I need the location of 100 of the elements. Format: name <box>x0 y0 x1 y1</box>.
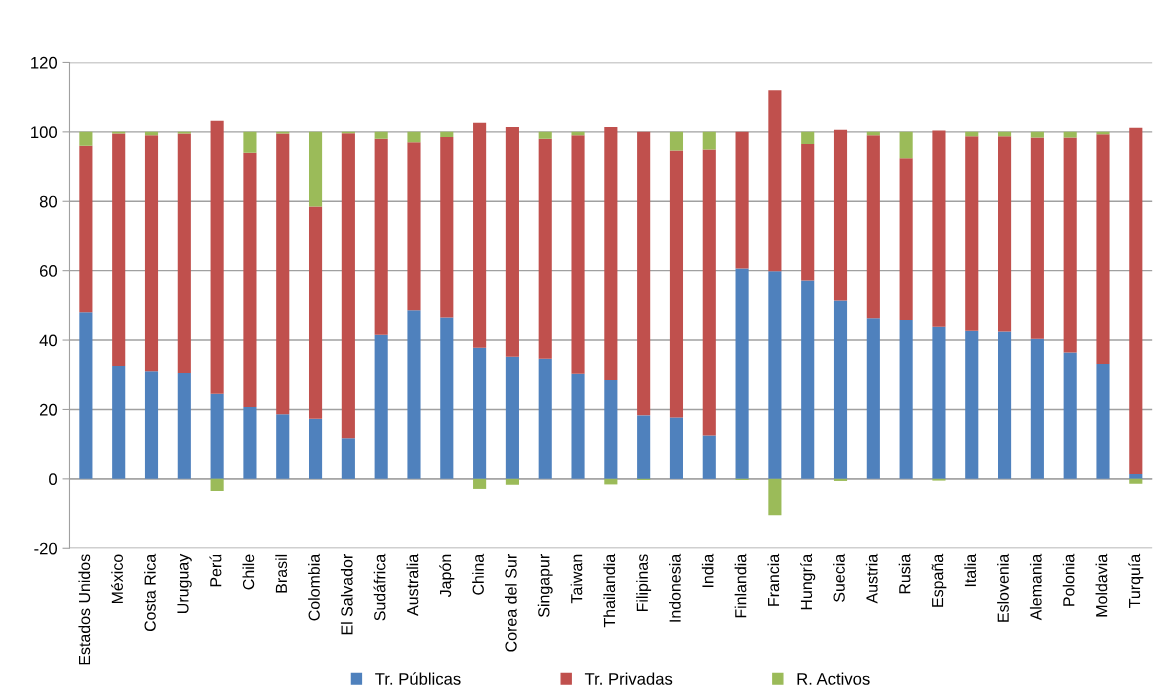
bar <box>440 137 454 318</box>
bar <box>210 393 224 479</box>
y-tick-label: 40 <box>39 334 58 347</box>
bar <box>604 127 618 380</box>
bar <box>571 135 585 374</box>
bar <box>407 310 421 479</box>
bar <box>177 133 191 374</box>
bar <box>1129 478 1143 484</box>
bar <box>505 478 519 485</box>
x-tick-label: Brasil <box>275 554 288 593</box>
bar <box>144 135 159 372</box>
y-tick-label: 20 <box>39 403 58 416</box>
bar <box>637 415 651 479</box>
x-tick-label: India <box>701 553 714 587</box>
x-tick-label: Perú <box>209 554 222 587</box>
bar <box>1096 364 1110 479</box>
bar <box>932 326 946 479</box>
bar <box>243 152 257 408</box>
x-tick-label: Alemania <box>1029 553 1042 621</box>
x-tick-label: Sudáfrica <box>373 553 386 621</box>
bar <box>341 438 355 479</box>
bar <box>177 373 191 479</box>
bar <box>473 122 487 348</box>
x-tick-label: México <box>111 554 123 604</box>
bar <box>702 435 716 479</box>
x-tick-label: Austria <box>865 553 878 604</box>
x-tick-label: China <box>472 553 484 595</box>
bar <box>538 131 552 139</box>
x-tick-label: Singapur <box>537 554 553 618</box>
bar <box>1129 127 1143 474</box>
x-tick-label: Corea del Sur <box>504 554 517 652</box>
x-tick-label: Eslovenia <box>997 553 1009 622</box>
bar <box>965 330 979 479</box>
x-tick-label: Suecia <box>833 553 845 602</box>
bar <box>735 131 749 269</box>
x-tick-label: Thailandia <box>603 553 616 628</box>
bar <box>374 334 388 479</box>
bar <box>637 131 651 416</box>
legend-label: Tr. Públicas <box>375 672 461 685</box>
x-tick-label: Hungría <box>800 553 816 610</box>
y-tick-label: 120 <box>31 56 58 69</box>
x-tick-label: Colombia <box>308 553 320 621</box>
bar <box>998 136 1012 332</box>
x-tick-label: Uruguay <box>177 553 192 613</box>
legend-label: Tr. Privadas <box>584 672 673 685</box>
bar <box>866 135 880 319</box>
bar <box>308 131 323 207</box>
bar <box>932 130 946 327</box>
x-tick-label: Moldavia <box>1095 553 1108 617</box>
bar <box>998 331 1012 479</box>
bar <box>473 478 487 489</box>
bar <box>407 131 421 143</box>
x-tick-label: Australia <box>406 553 419 616</box>
x-tick-label: Polonia <box>1062 553 1075 606</box>
bar <box>79 131 93 146</box>
bar <box>899 158 913 320</box>
bar <box>801 280 815 479</box>
bar <box>308 418 323 479</box>
x-tick-label: Francia <box>767 553 780 606</box>
bar <box>833 478 848 481</box>
x-tick-label: El Salvador <box>340 554 353 635</box>
bar <box>79 145 93 313</box>
bar <box>768 271 782 479</box>
bar <box>669 150 684 418</box>
x-tick-label: Finlandia <box>734 553 747 618</box>
bar <box>473 347 487 479</box>
bar <box>1129 474 1143 479</box>
legend-label: R. Activos <box>797 672 870 685</box>
bar <box>276 414 290 479</box>
bar <box>768 478 782 516</box>
bar <box>112 366 126 479</box>
y-tick-label: -20 <box>34 542 58 555</box>
bar <box>735 268 749 479</box>
bar <box>407 142 421 311</box>
bar <box>112 133 126 367</box>
bar <box>1063 352 1077 479</box>
bar <box>505 127 519 357</box>
bar <box>801 144 815 281</box>
x-tick-label: Chile <box>242 554 255 590</box>
bar <box>1063 137 1077 353</box>
x-tick-label: Taiwan <box>570 554 583 604</box>
bar <box>538 358 552 479</box>
x-tick-label: Estados Unidos <box>78 554 91 665</box>
x-tick-label: España <box>931 553 947 607</box>
bar <box>604 379 618 479</box>
x-tick-label: Japón <box>439 554 455 598</box>
x-tick-label: Indonesia <box>669 553 681 622</box>
bar <box>79 312 93 479</box>
x-tick-label: Rusia <box>898 553 911 594</box>
bar <box>144 371 159 479</box>
bar <box>801 131 815 145</box>
x-tick-label: Italia <box>964 553 977 587</box>
bar <box>210 478 224 492</box>
bar <box>866 318 880 479</box>
y-tick-label: 100 <box>31 126 58 139</box>
y-tick-label: 60 <box>39 265 58 277</box>
bar <box>440 317 454 479</box>
bar <box>440 131 454 138</box>
bar <box>374 138 388 335</box>
bar <box>768 90 782 272</box>
